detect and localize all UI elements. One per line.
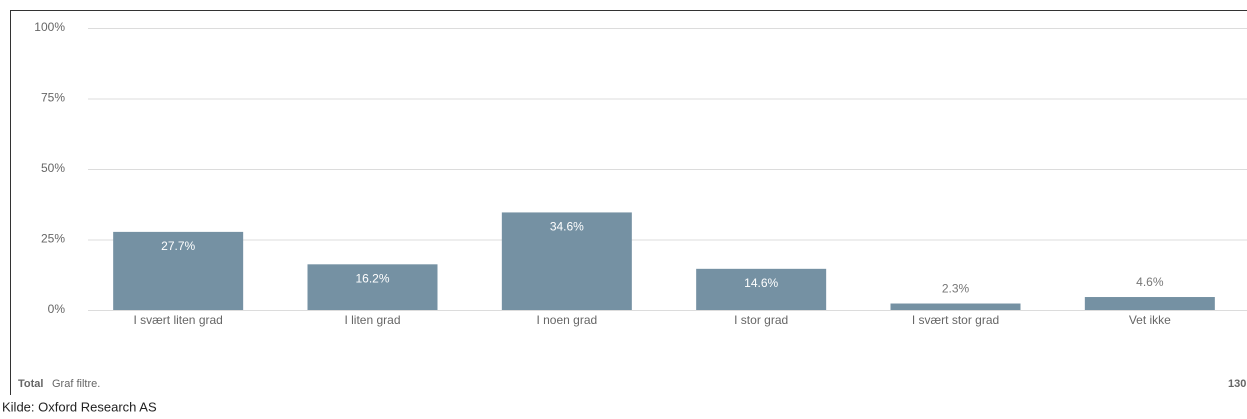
data-label: 34.6% — [550, 220, 584, 234]
data-label: 14.6% — [744, 276, 778, 290]
y-tick-label: 50% — [41, 161, 65, 175]
data-label: 2.3% — [942, 282, 970, 296]
total-label: Total — [18, 378, 43, 390]
data-label: 4.6% — [1136, 275, 1164, 289]
y-tick-label: 25% — [41, 232, 65, 246]
bar — [501, 212, 632, 310]
x-tick-label: I svært stor grad — [912, 313, 999, 327]
source: Kilde: Oxford Research AS — [2, 399, 157, 414]
total-count: 130 — [1228, 378, 1246, 390]
bar — [1084, 297, 1215, 310]
x-tick-label: I svært liten grad — [133, 313, 222, 327]
data-label: 27.7% — [161, 239, 195, 253]
x-tick-label: I liten grad — [344, 313, 400, 327]
x-tick-label: I stor grad — [734, 313, 788, 327]
bar — [307, 264, 438, 310]
bar — [696, 268, 827, 310]
filter-label: Graf filtre. — [52, 378, 100, 390]
data-label: 16.2% — [355, 271, 389, 285]
x-tick-label: I noen grad — [536, 313, 597, 327]
y-tick-label: 75% — [41, 91, 65, 105]
x-tick-label: Vet ikke — [1129, 313, 1171, 327]
bar — [890, 303, 1021, 310]
y-tick-label: 0% — [48, 302, 66, 316]
y-tick-label: 100% — [34, 20, 65, 34]
bar — [113, 231, 244, 310]
